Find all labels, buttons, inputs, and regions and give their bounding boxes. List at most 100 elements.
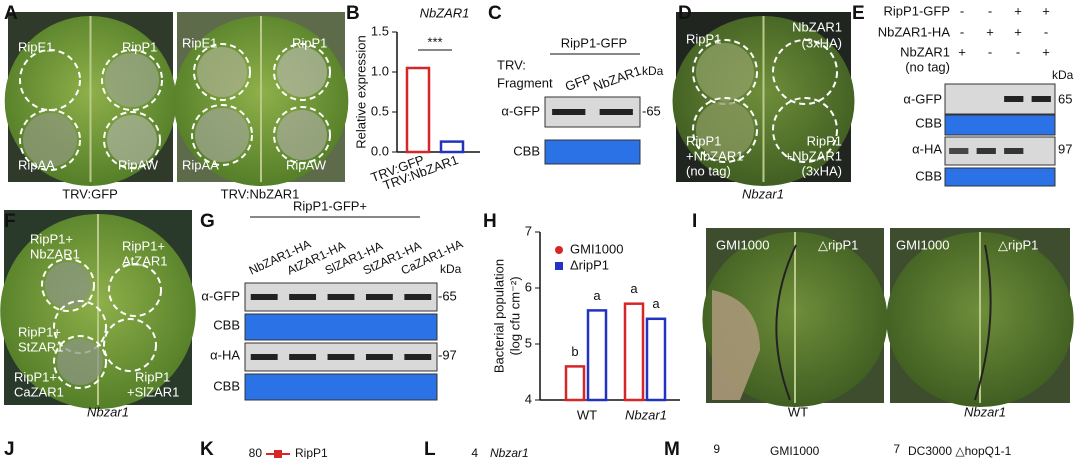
x-tick-label: WT (577, 407, 597, 422)
band (404, 294, 432, 300)
spot-label: NbZAR1 (30, 246, 80, 261)
spot-label: RipP1 (292, 35, 327, 50)
blot-label: CBB (915, 168, 942, 183)
row-label: (no tag) (905, 59, 950, 74)
panel-letter: B (346, 3, 360, 24)
band (327, 294, 355, 300)
blot-label: CBB (213, 378, 240, 393)
spot-label: △ripP1 (998, 237, 1038, 252)
band (289, 354, 317, 360)
spot-ring (273, 43, 331, 101)
band (365, 354, 393, 360)
lesion (277, 47, 327, 97)
y-tick-label: 0.0 (371, 143, 389, 158)
y-axis-label: Relative expression (353, 35, 368, 148)
photos (0, 12, 1074, 409)
band (250, 354, 278, 360)
annotation: *** (427, 34, 442, 49)
spot-label: RipE1 (18, 39, 53, 54)
spot-ring (53, 335, 107, 389)
tick-label: 9 (713, 442, 720, 456)
lesion (696, 43, 754, 101)
annotation: a (630, 281, 638, 296)
panel-letter: C (488, 3, 502, 24)
ink-line (974, 244, 992, 401)
lesion (107, 115, 157, 165)
spot-label: RipE1 (182, 35, 217, 50)
spot-label: RipAA (182, 157, 219, 172)
cbb-stain (944, 114, 1056, 136)
spot-ring (692, 97, 758, 163)
lesion (197, 47, 247, 97)
caption: Nbzar1 (964, 404, 1006, 419)
panel-letter: H (483, 211, 497, 232)
lesion (712, 290, 760, 400)
construct: RipP1-GFP (561, 35, 627, 50)
band (1004, 148, 1024, 154)
y-axis-label: (log cfu cm⁻²) (507, 276, 522, 355)
lesion (23, 113, 77, 167)
spot-label: AtZAR1 (122, 253, 168, 268)
spot-label: RipP1+ (18, 324, 61, 339)
legend-marker (274, 450, 282, 458)
lesion (277, 110, 327, 160)
spot-ring (101, 49, 163, 111)
blot-label: CBB (513, 143, 540, 158)
caption: TRV:GFP (62, 186, 118, 201)
sign: + (1042, 44, 1050, 59)
row-label: TRV: (497, 57, 526, 72)
y-axis-label: Bacterial population (491, 259, 506, 373)
tick-label: 4 (471, 446, 478, 459)
cbb-stain (244, 313, 438, 341)
legend-label: GMI1000 (570, 241, 623, 256)
spot-label: GMI1000 (896, 237, 949, 252)
sign: + (958, 44, 966, 59)
annotation: a (652, 296, 660, 311)
chart-title: DC3000 △hopQ1-1 (908, 444, 1012, 458)
band (365, 294, 393, 300)
spot-ring (19, 109, 81, 171)
legend-marker (555, 262, 563, 270)
spot-label: RipP1 (135, 369, 170, 384)
panel-letter: L (424, 439, 436, 459)
panel-letter: E (852, 3, 865, 24)
band (289, 294, 317, 300)
spot-label: CaZAR1 (14, 384, 64, 399)
spot-label: RipAW (118, 157, 159, 172)
cbb-stain (244, 373, 438, 401)
marker: 97 (1058, 141, 1072, 156)
bar (564, 365, 586, 402)
blot-label: α-GFP (903, 91, 942, 106)
spot-label: +NbZAR1 (686, 148, 743, 163)
spot-ring (41, 258, 95, 312)
sign: - (960, 3, 964, 18)
y-tick-label: 7 (525, 223, 532, 238)
spot-label: RipP1+ (122, 238, 165, 253)
unit: kDa (642, 64, 664, 78)
spot-label: +SlZAR1 (127, 384, 179, 399)
spot-label: RipAA (18, 157, 55, 172)
spot-label: RipP1 (686, 31, 721, 46)
band (976, 148, 996, 154)
row-label: NbZAR1-HA (878, 24, 951, 39)
panel-letter: J (4, 439, 15, 459)
chart-title: Nbzar1 (490, 446, 529, 459)
sign: - (1044, 24, 1048, 39)
spot-ring (19, 49, 81, 111)
spot-ring (108, 263, 162, 317)
blot-label: α-GFP (501, 103, 540, 118)
sign: + (1014, 24, 1022, 39)
lane-label: GFP (563, 71, 593, 94)
sign: - (1016, 44, 1020, 59)
blot-label: CBB (915, 115, 942, 130)
lane-label: NbZAR1 (591, 63, 643, 94)
spot-label: (3xHA) (802, 163, 842, 178)
lesion (105, 53, 159, 107)
caption: TRV:NbZAR1 (221, 186, 300, 201)
spot-label: RipP1 (807, 133, 842, 148)
spot-ring (103, 318, 157, 372)
lesion (45, 262, 91, 308)
band (250, 294, 278, 300)
row-label: RipP1-GFP (884, 3, 950, 18)
